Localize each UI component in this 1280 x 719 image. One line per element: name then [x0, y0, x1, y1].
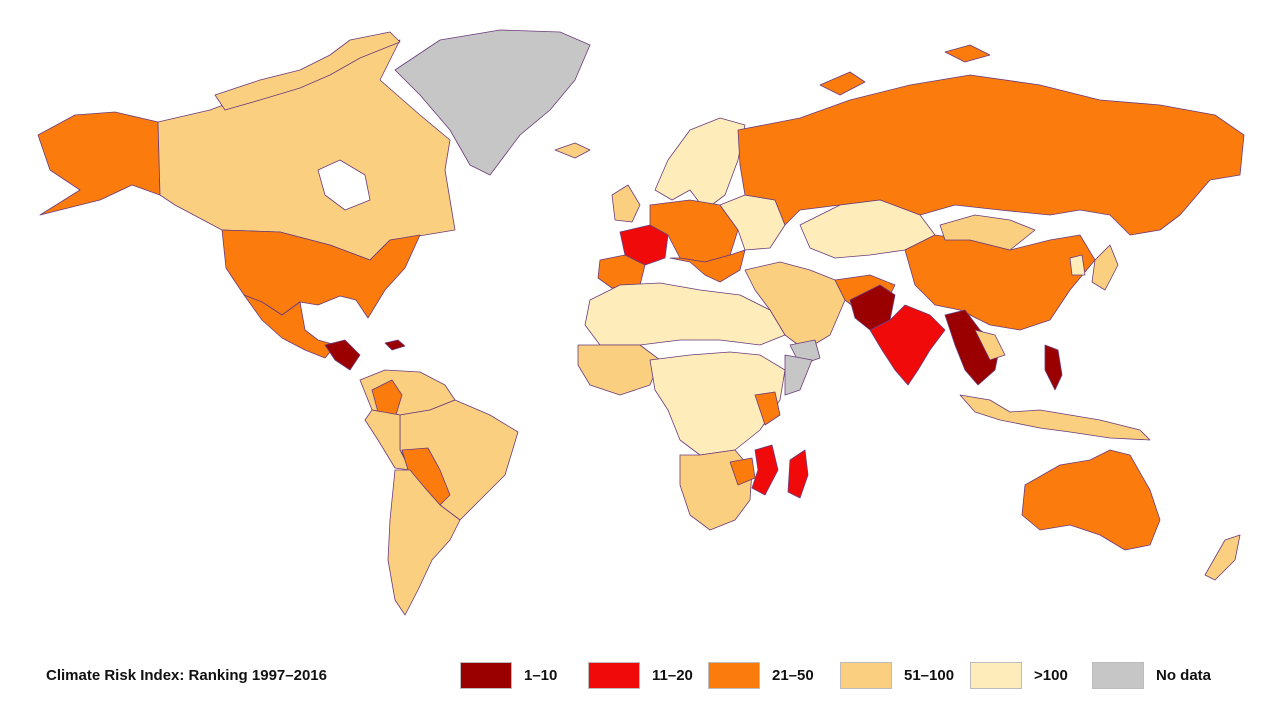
legend-label: No data: [1156, 666, 1212, 684]
legend: Climate Risk Index: Ranking 1997–2016 1–…: [46, 660, 1246, 690]
legend-swatch: [1092, 661, 1144, 689]
legend-item-51-100: 51–100: [840, 661, 970, 689]
region-iceland: [554, 142, 591, 159]
region-madagascar: [787, 449, 809, 499]
region-alaska: [37, 111, 161, 216]
legend-label: 11–20: [652, 666, 693, 684]
legend-item-over-100: >100: [970, 661, 1092, 689]
region-australia: [1021, 449, 1161, 551]
region-zimbabwe: [729, 457, 756, 486]
world-map: [37, 29, 1245, 616]
region-argentina-chile: [387, 469, 461, 616]
region-italy-balkans: [669, 249, 746, 283]
legend-label: 1–10: [524, 666, 558, 684]
region-north-africa: [584, 282, 786, 346]
legend-swatch: [708, 661, 760, 689]
region-mozambique: [751, 444, 779, 496]
legend-label: 51–100: [904, 666, 955, 684]
legend-swatch: [970, 661, 1022, 689]
region-india: [869, 304, 946, 386]
legend-item-21-50: 21–50: [708, 661, 840, 689]
region-philippines: [1044, 344, 1063, 391]
region-middle-east: [744, 261, 846, 351]
region-scandinavia: [654, 117, 746, 211]
region-russia: [737, 74, 1245, 236]
legend-item-no-data: No data: [1092, 661, 1212, 689]
region-greenland: [394, 29, 591, 176]
region-central-africa: [649, 351, 786, 456]
region-vietnam: [974, 329, 1006, 361]
legend-item-1-10: 1–10: [460, 661, 588, 689]
legend-title: Climate Risk Index: Ranking 1997–2016: [46, 666, 327, 684]
legend-swatch: [588, 661, 640, 689]
legend-label: 21–50: [772, 666, 814, 684]
region-uk: [611, 184, 641, 223]
region-arctic-islands: [819, 44, 991, 96]
legend-swatch: [840, 661, 892, 689]
region-central-america: [324, 339, 361, 371]
region-horn-no-data: [784, 354, 813, 396]
region-mexico: [243, 294, 337, 359]
region-hudson-bay: [317, 159, 371, 211]
region-korea: [1069, 254, 1086, 276]
region-canada-islands: [214, 31, 401, 111]
region-mongolia: [939, 214, 1036, 251]
region-china: [904, 234, 1096, 331]
region-japan: [1091, 244, 1119, 291]
region-colombia: [371, 379, 403, 419]
legend-label: >100: [1034, 666, 1068, 684]
legend-swatch: [460, 661, 512, 689]
region-west-africa: [577, 344, 661, 396]
region-kenya: [754, 391, 781, 426]
region-peru: [364, 409, 411, 471]
region-caribbean: [384, 339, 406, 351]
region-indonesia: [959, 394, 1151, 441]
region-myanmar-thailand: [944, 309, 1001, 386]
region-new-zealand: [1204, 534, 1241, 581]
legend-item-11-20: 11–20: [588, 661, 708, 689]
